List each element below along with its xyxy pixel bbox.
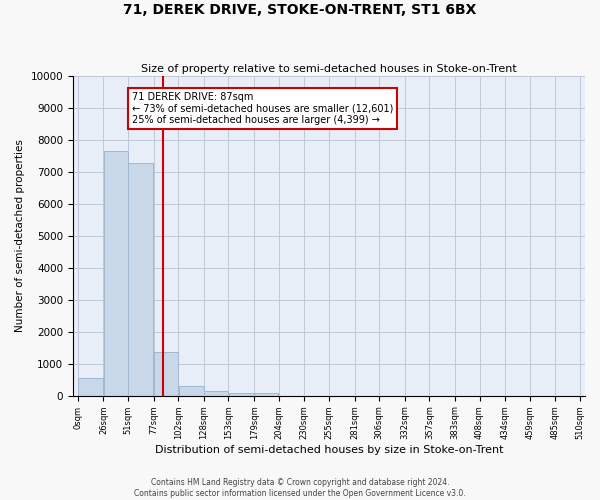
Y-axis label: Number of semi-detached properties: Number of semi-detached properties (15, 140, 25, 332)
Bar (179, 386, 203, 396)
Bar (154, 352, 178, 396)
Bar (78, 378, 103, 396)
Title: Size of property relative to semi-detached houses in Stoke-on-Trent: Size of property relative to semi-detach… (141, 64, 517, 74)
Text: 71, DEREK DRIVE, STOKE-ON-TRENT, ST1 6BX: 71, DEREK DRIVE, STOKE-ON-TRENT, ST1 6BX (124, 2, 476, 16)
Bar (254, 394, 278, 396)
Bar (128, 164, 154, 396)
Bar (104, 152, 128, 396)
X-axis label: Distribution of semi-detached houses by size in Stoke-on-Trent: Distribution of semi-detached houses by … (155, 445, 503, 455)
Bar (204, 391, 228, 396)
Bar (229, 392, 254, 396)
Text: 71 DEREK DRIVE: 87sqm
← 73% of semi-detached houses are smaller (12,601)
25% of : 71 DEREK DRIVE: 87sqm ← 73% of semi-deta… (132, 92, 394, 126)
Text: Contains HM Land Registry data © Crown copyright and database right 2024.
Contai: Contains HM Land Registry data © Crown c… (134, 478, 466, 498)
